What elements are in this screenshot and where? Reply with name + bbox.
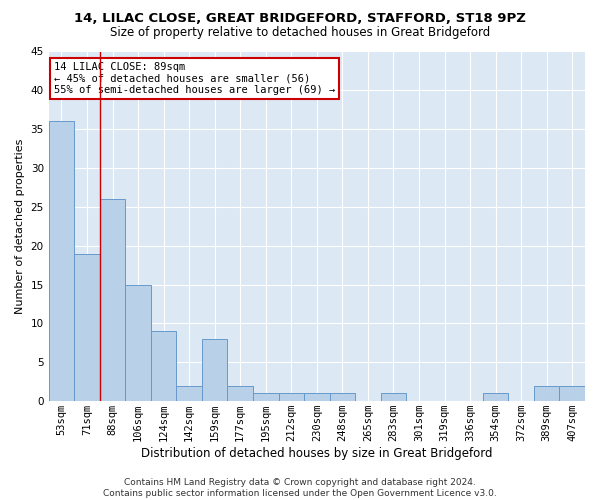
Text: 14, LILAC CLOSE, GREAT BRIDGEFORD, STAFFORD, ST18 9PZ: 14, LILAC CLOSE, GREAT BRIDGEFORD, STAFF… (74, 12, 526, 26)
Bar (227, 386, 253, 401)
Bar (278, 394, 304, 401)
Text: Size of property relative to detached houses in Great Bridgeford: Size of property relative to detached ho… (110, 26, 490, 39)
Bar (559, 386, 585, 401)
Bar (100, 199, 125, 401)
Text: Contains HM Land Registry data © Crown copyright and database right 2024.
Contai: Contains HM Land Registry data © Crown c… (103, 478, 497, 498)
Bar (176, 386, 202, 401)
Bar (253, 394, 278, 401)
Bar (202, 339, 227, 401)
Bar (380, 394, 406, 401)
Bar (151, 331, 176, 401)
Text: 14 LILAC CLOSE: 89sqm
← 45% of detached houses are smaller (56)
55% of semi-deta: 14 LILAC CLOSE: 89sqm ← 45% of detached … (54, 62, 335, 95)
Bar (534, 386, 559, 401)
Bar (329, 394, 355, 401)
X-axis label: Distribution of detached houses by size in Great Bridgeford: Distribution of detached houses by size … (141, 447, 493, 460)
Bar (74, 254, 100, 401)
Bar (304, 394, 329, 401)
Bar (125, 284, 151, 401)
Bar (49, 122, 74, 401)
Bar (483, 394, 508, 401)
Y-axis label: Number of detached properties: Number of detached properties (15, 138, 25, 314)
